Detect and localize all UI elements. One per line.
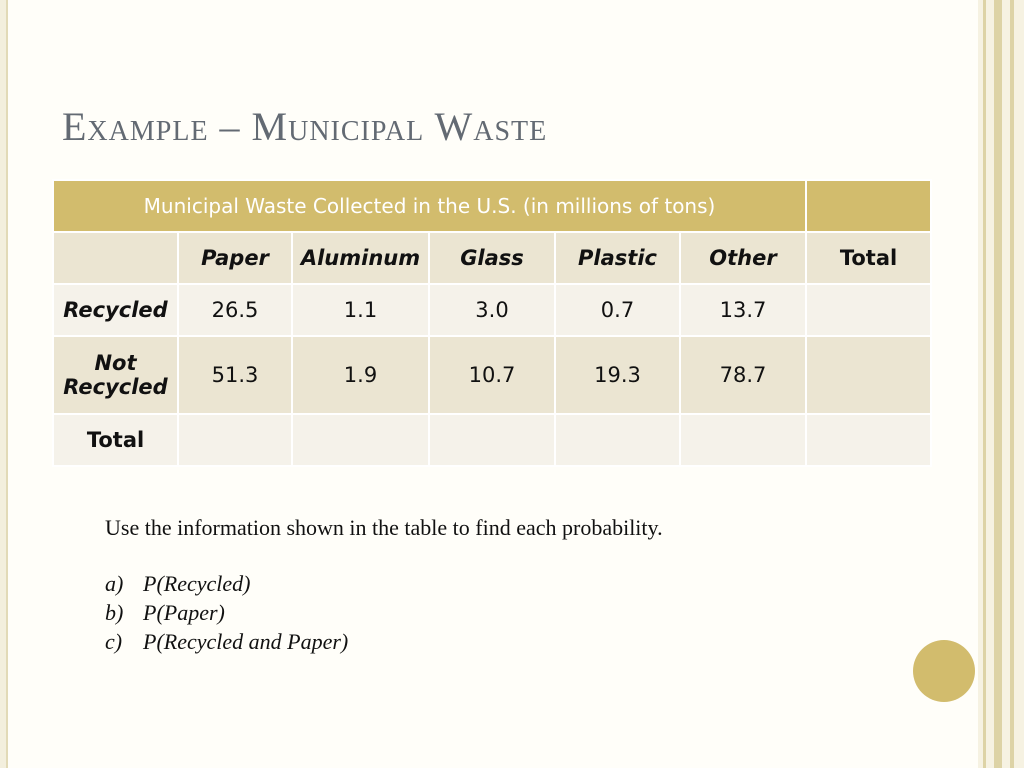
slide-title: Example – Municipal Waste [62, 104, 548, 149]
row-label-line-2: Recycled [63, 375, 168, 399]
left-border-decoration [0, 0, 8, 768]
list-marker: c) [105, 629, 123, 654]
column-header-other: Other [679, 231, 807, 285]
table-row-recycled: Recycled 26.5 1.1 3.0 0.7 13.7 [52, 283, 932, 337]
table-cell [177, 413, 293, 467]
list-item: b) P(Paper) [105, 600, 663, 626]
table-cell: 1.1 [291, 283, 430, 337]
table-cell: 26.5 [177, 283, 293, 337]
table-cell: 3.0 [428, 283, 556, 337]
instruction-text: Use the information shown in the table t… [105, 515, 663, 540]
table-cell: 10.7 [428, 335, 556, 415]
waste-table: Municipal Waste Collected in the U.S. (i… [52, 179, 932, 467]
row-label-not-recycled: Not Recycled [52, 335, 179, 415]
right-stripe-3 [1010, 0, 1014, 768]
question-text: P(Recycled and Paper) [143, 629, 349, 654]
table-row-not-recycled: Not Recycled 51.3 1.9 10.7 19.3 78.7 [52, 335, 932, 415]
table-row-total: Total [52, 413, 932, 467]
table-cell [554, 413, 681, 467]
body-text: Use the information shown in the table t… [105, 515, 663, 658]
column-header-total: Total [805, 231, 932, 285]
table-caption: Municipal Waste Collected in the U.S. (i… [52, 179, 807, 233]
question-list: a) P(Recycled) b) P(Paper) c) P(Recycled an… [105, 571, 663, 655]
column-header-aluminum: Aluminum [291, 231, 430, 285]
list-marker: a) [105, 571, 124, 596]
table-cell: 1.9 [291, 335, 430, 415]
row-label-total: Total [52, 413, 179, 467]
table-cell: 19.3 [554, 335, 681, 415]
column-header-paper: Paper [177, 231, 293, 285]
table-cell [805, 283, 932, 337]
row-label-line-1: Not [94, 351, 137, 375]
table-cell [805, 335, 932, 415]
column-header-plastic: Plastic [554, 231, 681, 285]
table-cell [291, 413, 430, 467]
question-text: P(Recycled) [143, 571, 251, 596]
right-stripe-1 [983, 0, 986, 768]
decorative-circle [913, 640, 975, 702]
list-item: a) P(Recycled) [105, 571, 663, 597]
list-marker: b) [105, 600, 124, 625]
table-column-header-row: Paper Aluminum Glass Plastic Other Total [52, 231, 932, 285]
table-cell [805, 413, 932, 467]
table-cell [679, 413, 807, 467]
table-header-empty-cell [805, 179, 932, 233]
table-header-row: Municipal Waste Collected in the U.S. (i… [52, 179, 932, 233]
table-cell: 51.3 [177, 335, 293, 415]
table-cell: 78.7 [679, 335, 807, 415]
list-item: c) P(Recycled and Paper) [105, 629, 663, 655]
right-stripe-2 [994, 0, 1002, 768]
table-cell: 13.7 [679, 283, 807, 337]
table-cell: 0.7 [554, 283, 681, 337]
column-header-glass: Glass [428, 231, 556, 285]
corner-cell [52, 231, 179, 285]
row-label-recycled: Recycled [52, 283, 179, 337]
question-text: P(Paper) [143, 600, 225, 625]
table-cell [428, 413, 556, 467]
